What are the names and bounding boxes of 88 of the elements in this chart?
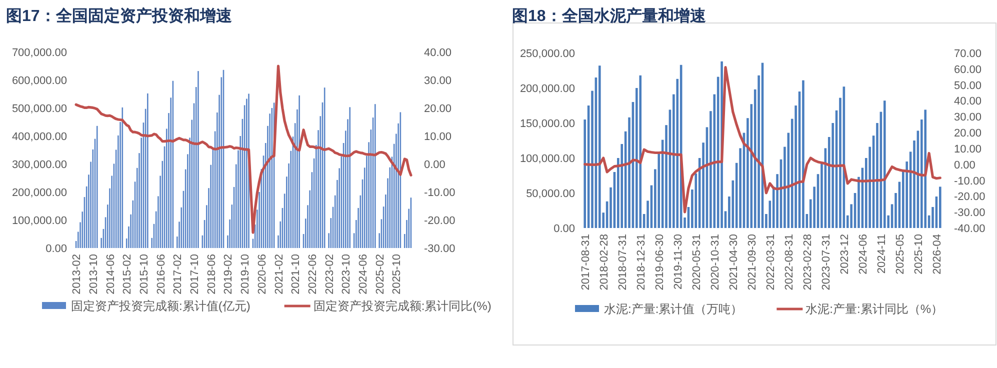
x-tick-label: 2020-10-31 <box>709 234 722 290</box>
y2-tick-label: 10.00 <box>424 131 452 143</box>
y2-tick-label: 30.00 <box>954 112 982 124</box>
y-tick-label: 400,000.00 <box>12 131 67 143</box>
x-tick-label: 2019-10 <box>240 254 252 294</box>
y2-tick-label: -20.00 <box>424 215 456 227</box>
x-tick-label: 2020-06 <box>256 254 268 294</box>
legend-label: 固定资产投资完成额:累计同比(%) <box>313 299 492 313</box>
y-tick-label: 150,000.00 <box>520 118 575 130</box>
x-tick-label: 2021-04-30 <box>728 234 740 290</box>
y2-tick-label: 50.00 <box>954 80 982 92</box>
y2-tick-label: 40.00 <box>954 96 982 108</box>
y2-tick-label: 10.00 <box>954 143 982 156</box>
chart-title: 图17：全国固定资产投资和增速 <box>6 7 233 25</box>
y-tick-label: 700,000.00 <box>12 47 67 59</box>
x-tick-label: 2024-11 <box>876 234 888 274</box>
x-tick-label: 2018-07-31 <box>616 234 629 290</box>
x-tick-label: 2019-02 <box>222 254 235 294</box>
x-tick-label: 2018-06 <box>206 254 218 294</box>
y2-tick-label: 0.00 <box>424 159 446 171</box>
x-tick-label: 2021-09-30 <box>746 234 758 290</box>
x-tick-label: 2014-06 <box>104 254 117 294</box>
x-tick-label: 2018-02-28 <box>598 234 610 290</box>
line-series <box>74 64 412 234</box>
y2-tick-label: 40.00 <box>424 47 452 59</box>
y-tick-label: 200,000.00 <box>520 83 575 95</box>
y2-tick-label: 20.00 <box>954 128 982 140</box>
bar <box>924 110 926 228</box>
x-tick-label: 2017-10 <box>189 254 202 294</box>
x-tick-label: 2016-06 <box>155 254 168 294</box>
x-tick-label: 2022-08-31 <box>783 234 796 290</box>
bar <box>802 80 804 228</box>
x-tick-label: 2025-10 <box>391 254 404 294</box>
x-tick-label: 2025-02 <box>374 254 386 294</box>
x-tick-label: 2022-06 <box>306 254 319 294</box>
y-tick-label: 100,000.00 <box>520 153 575 165</box>
x-tick-label: 2021-02 <box>273 254 286 294</box>
x-tick-label: 2021-10 <box>290 254 302 294</box>
chart-title: 图18：全国水泥产量和增速 <box>512 7 707 25</box>
x-tick-label: 2023-07-31 <box>820 234 832 290</box>
y-tick-label: 300,000.00 <box>12 159 67 171</box>
y-tick-label: 600,000.00 <box>12 75 67 87</box>
x-tick-label: 2015-10 <box>138 254 150 294</box>
x-tick-label: 2022-03-31 <box>764 234 777 290</box>
x-tick-label: 2023-02 <box>324 254 336 294</box>
x-tick-label: 2017-02 <box>172 254 184 294</box>
bar <box>883 100 886 228</box>
x-tick-label: 2019-11-30 <box>672 234 684 290</box>
line-series <box>584 66 942 214</box>
x-tick-label: 2020-05-31 <box>690 234 703 290</box>
x-tick-label: 2018-12-31 <box>635 234 648 290</box>
y2-tick-label: 0.00 <box>954 159 976 172</box>
y-tick-label: 250,000.00 <box>520 48 575 60</box>
x-tick-label: 2023-02-28 <box>802 234 814 290</box>
y2-tick-label: -20.00 <box>954 191 986 204</box>
y2-tick-label: 30.00 <box>424 75 452 87</box>
x-tick-label: 2024-06 <box>358 254 370 294</box>
bar <box>598 66 601 228</box>
x-tick-label: 2013-10 <box>88 254 100 294</box>
y2-tick-label: -30.00 <box>424 243 456 255</box>
y-tick-label: 500,000.00 <box>12 103 67 115</box>
x-tick-label: 2015-02 <box>122 254 134 294</box>
y-tick-label: 200,000.00 <box>12 187 67 199</box>
y2-tick-label: 60.00 <box>954 64 982 76</box>
legend-label: 水泥:产量:累计同比（%） <box>806 302 944 316</box>
x-tick-label: 2023-12 <box>838 234 851 274</box>
x-tick-label: 2026-04 <box>931 234 944 274</box>
x-tick-label: 2023-10 <box>340 254 353 294</box>
y2-tick-label: -10.00 <box>954 175 986 188</box>
x-tick-label: 2019-06-30 <box>654 234 666 290</box>
y2-tick-label: -40.00 <box>954 223 986 235</box>
y2-tick-label: -10.00 <box>424 187 456 199</box>
bar <box>939 186 942 228</box>
y-tick-label: 100,000.00 <box>12 215 67 227</box>
x-tick-label: 2024-06 <box>857 234 870 274</box>
x-tick-label: 2017-08-31 <box>580 234 592 290</box>
y2-tick-label: 20.00 <box>424 103 452 115</box>
y-tick-label: 0.00 <box>554 223 575 235</box>
legend-label: 固定资产投资完成额:累计值(亿元) <box>71 299 250 313</box>
x-tick-label: 2013-02 <box>71 254 84 294</box>
bar <box>639 75 642 228</box>
x-tick-label: 2025-05 <box>894 234 906 274</box>
y2-tick-label: 70.00 <box>954 48 982 60</box>
y-tick-label: 50,000.00 <box>526 188 575 200</box>
y2-tick-label: -30.00 <box>954 207 986 220</box>
x-tick-label: 2025-10 <box>912 234 925 274</box>
y-tick-label: 0.00 <box>46 243 67 255</box>
legend-label: 水泥:产量:累计值（万吨） <box>604 302 743 316</box>
